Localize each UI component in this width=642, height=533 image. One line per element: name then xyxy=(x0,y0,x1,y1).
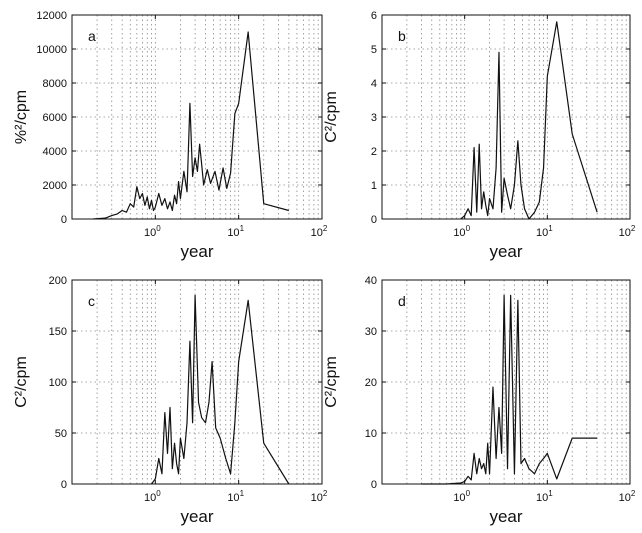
x-tick-label: 100 xyxy=(453,489,470,504)
grid xyxy=(72,280,322,484)
series-line xyxy=(421,294,598,485)
x-tick-label: 102 xyxy=(311,489,328,504)
x-axis-label: year xyxy=(489,242,522,261)
x-tick-label: 102 xyxy=(619,224,636,239)
y-tick-label: 12000 xyxy=(36,10,67,22)
grid xyxy=(382,280,630,484)
y-tick-label: 40 xyxy=(365,275,377,287)
y-tick-label: 10 xyxy=(365,428,377,440)
panel-a: 0 2000 4000 6000 8000 10000 12000 100 101 102 a yea… xyxy=(13,10,328,261)
x-tick-label: 100 xyxy=(453,224,470,239)
grid xyxy=(72,15,322,219)
y-tick-label: 50 xyxy=(55,428,67,440)
y-tick-label: 20 xyxy=(365,377,377,389)
series-line xyxy=(460,21,598,220)
y-tick-label: 8000 xyxy=(43,78,67,90)
series-line xyxy=(151,294,290,485)
y-tick-label: 4000 xyxy=(43,146,67,158)
y-tick-label: 0 xyxy=(371,479,377,491)
y-tick-label: 10000 xyxy=(36,44,67,56)
y-tick-label: 0 xyxy=(61,214,67,226)
x-tick-label: 100 xyxy=(144,224,161,239)
y-tick-label: 30 xyxy=(365,326,377,338)
x-tick-label: 102 xyxy=(311,224,328,239)
x-tick-label: 102 xyxy=(619,489,636,504)
grid xyxy=(382,15,630,219)
y-tick-label: 100 xyxy=(49,377,67,389)
y-tick-label: 6 xyxy=(371,10,377,22)
y-tick-label: 0 xyxy=(61,479,67,491)
y-tick-label: 0 xyxy=(371,214,377,226)
y-tick-label: 2000 xyxy=(43,180,67,192)
y-tick-label: 3 xyxy=(371,112,377,124)
y-axis-label: C²/cpm xyxy=(323,356,340,408)
x-tick-label: 101 xyxy=(536,224,553,239)
x-axis-label: year xyxy=(180,242,213,261)
y-tick-label: 1 xyxy=(371,180,377,192)
panel-b: 0 1 2 3 4 5 6 100 101 102 b year C²/cpm xyxy=(323,10,636,261)
y-tick-label: 6000 xyxy=(43,112,67,124)
x-axis-label: year xyxy=(489,507,522,526)
panel-letter: b xyxy=(398,28,406,44)
panel-c: 0 50 100 150 200 100 101 102 c year C²/cpm xyxy=(13,275,328,526)
panel-letter: d xyxy=(398,293,406,309)
y-axis-label: %²/cpm xyxy=(13,90,30,144)
y-tick-label: 5 xyxy=(371,44,377,56)
y-axis-label: C²/cpm xyxy=(323,91,340,143)
x-tick-label: 100 xyxy=(144,489,161,504)
y-tick-label: 200 xyxy=(49,275,67,287)
y-tick-label: 150 xyxy=(49,326,67,338)
panel-letter: a xyxy=(88,28,96,44)
panel-d: 0 10 20 30 40 100 101 102 d year C²/cpm xyxy=(323,275,636,526)
y-tick-label: 2 xyxy=(371,146,377,158)
x-tick-label: 101 xyxy=(536,489,553,504)
series-line xyxy=(93,31,289,220)
x-tick-label: 101 xyxy=(227,224,244,239)
x-axis-label: year xyxy=(180,507,213,526)
x-tick-label: 101 xyxy=(227,489,244,504)
y-axis-label: C²/cpm xyxy=(13,356,30,408)
y-tick-label: 4 xyxy=(371,78,377,90)
panel-letter: c xyxy=(88,293,95,309)
